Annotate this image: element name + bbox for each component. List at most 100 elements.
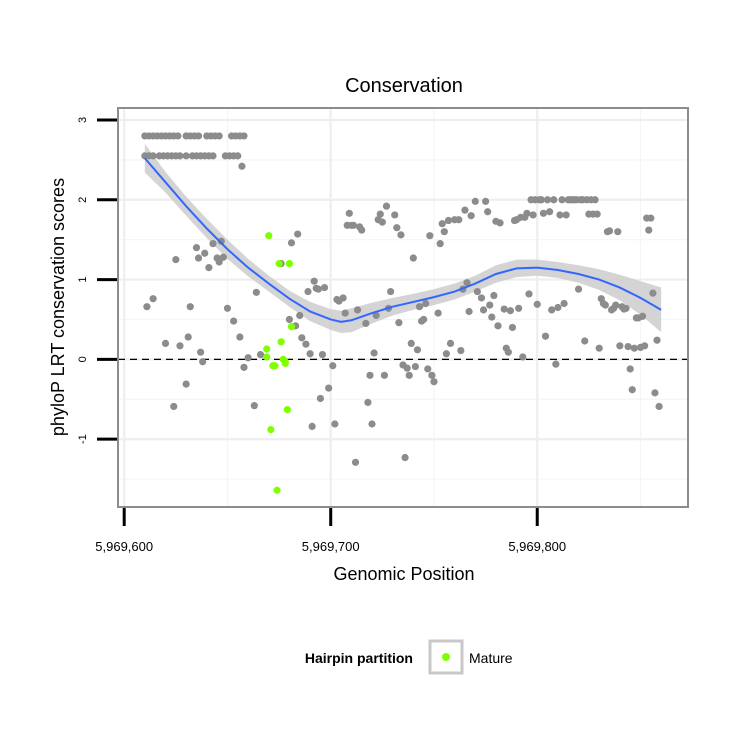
data-point	[461, 206, 469, 214]
data-point	[647, 214, 655, 222]
data-point	[574, 285, 583, 293]
mature-data-point	[283, 406, 291, 414]
data-point	[438, 220, 446, 228]
data-point	[320, 283, 329, 292]
data-point	[331, 420, 339, 428]
data-point	[420, 315, 428, 324]
data-point	[285, 315, 294, 324]
data-point	[325, 384, 333, 392]
data-point	[655, 402, 663, 411]
data-point	[471, 197, 479, 205]
plot-panel	[117, 107, 689, 508]
data-point	[252, 288, 260, 296]
data-points	[141, 132, 663, 494]
x-axis: 5,969,600 5,969,700 5,969,800	[95, 508, 566, 554]
data-point	[436, 240, 444, 248]
y-tick-label: 2	[77, 197, 89, 203]
data-point	[638, 312, 647, 320]
data-point	[230, 317, 238, 325]
x-tick-label: 5,969,800	[508, 539, 566, 554]
x-tick-label: 5,969,600	[95, 539, 153, 554]
data-point	[304, 287, 312, 296]
mature-data-point	[263, 345, 271, 353]
data-point	[387, 287, 395, 296]
legend-entry-mature: Mature	[469, 650, 513, 666]
data-point	[310, 277, 318, 285]
data-point	[562, 211, 570, 219]
data-point	[401, 453, 409, 462]
data-point	[411, 362, 419, 371]
data-point	[366, 371, 374, 379]
data-point	[508, 323, 517, 332]
data-point	[626, 365, 634, 373]
data-point	[364, 398, 372, 407]
data-point	[176, 342, 184, 350]
data-point	[223, 304, 232, 312]
confidence-band	[144, 143, 662, 334]
data-point	[339, 294, 347, 302]
data-point	[362, 319, 370, 328]
y-tick-label: 3	[77, 117, 89, 123]
data-point	[353, 306, 362, 314]
data-point	[182, 152, 190, 160]
smooth-confidence-band	[144, 143, 662, 334]
data-point	[174, 132, 182, 140]
data-point	[486, 301, 494, 309]
data-point	[605, 227, 614, 235]
data-point	[370, 349, 378, 357]
data-point	[349, 221, 358, 229]
data-point	[407, 339, 415, 348]
y-axis-label: phyloP LRT conservation scores	[48, 178, 68, 436]
data-point	[641, 342, 649, 350]
data-point	[560, 299, 568, 308]
data-point	[306, 350, 314, 358]
data-point	[541, 332, 550, 340]
data-point	[422, 299, 430, 308]
data-point	[199, 358, 207, 366]
data-point	[161, 339, 170, 348]
y-axis: 3 2 1 0 -1	[77, 117, 117, 444]
data-point	[378, 218, 386, 226]
data-point	[302, 340, 310, 348]
data-point	[176, 152, 184, 160]
y-tick-label: 1	[77, 277, 89, 283]
data-point	[630, 344, 638, 352]
data-point	[287, 239, 296, 247]
mature-data-point	[275, 260, 283, 268]
data-point	[236, 333, 244, 341]
mature-data-point	[287, 323, 296, 331]
data-point	[479, 306, 488, 314]
data-point	[393, 224, 401, 232]
data-point	[186, 303, 194, 311]
chart-title: Conservation	[345, 75, 463, 97]
mature-data-point	[263, 353, 271, 361]
data-point	[215, 132, 223, 140]
data-point	[296, 311, 304, 320]
data-point	[546, 208, 554, 216]
data-point	[372, 311, 380, 320]
data-point	[409, 254, 417, 262]
data-point	[490, 291, 498, 300]
data-point	[219, 253, 227, 261]
data-point	[467, 212, 475, 220]
data-point	[238, 162, 246, 170]
data-point	[529, 211, 537, 219]
data-point	[519, 353, 527, 361]
data-point	[591, 196, 599, 204]
data-point	[294, 230, 302, 238]
data-point	[506, 307, 514, 315]
data-point	[482, 197, 490, 205]
data-point	[465, 307, 473, 316]
data-point	[234, 152, 242, 160]
data-point	[358, 226, 366, 234]
data-point	[537, 196, 545, 204]
data-point	[552, 360, 560, 368]
data-point	[192, 244, 201, 252]
data-point	[415, 303, 424, 311]
data-point	[494, 322, 502, 330]
data-point	[244, 354, 252, 362]
data-point	[182, 380, 190, 388]
smooth-trend-line	[144, 157, 662, 323]
mature-data-point	[277, 338, 285, 346]
data-point	[581, 337, 589, 345]
